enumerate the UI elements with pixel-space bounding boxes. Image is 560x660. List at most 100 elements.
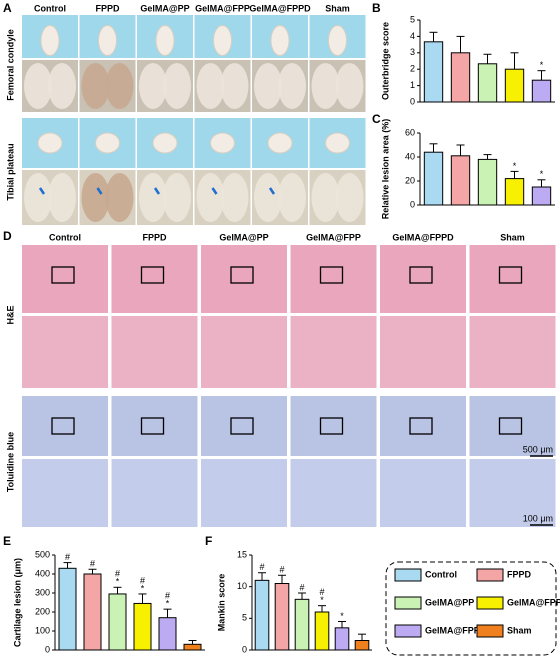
specimen	[335, 173, 364, 222]
significance-mark: #	[140, 575, 145, 585]
y-tick-label: 5	[410, 14, 415, 24]
bar	[423, 151, 444, 206]
significance-mark: #	[319, 587, 324, 597]
column-header: GelMA@FPP	[195, 3, 250, 13]
significance-mark: #	[279, 565, 284, 575]
histology	[290, 245, 377, 313]
y-tick-label: 300	[35, 587, 50, 597]
significance-mark: *	[141, 583, 145, 593]
specimen	[311, 173, 340, 222]
zoom-box	[498, 417, 523, 435]
legend-label: GelMA@FPP	[507, 597, 560, 607]
y-tick-label: 0	[410, 96, 415, 106]
significance-mark: *	[540, 60, 544, 70]
bar	[504, 178, 525, 206]
legend-swatch	[394, 624, 422, 638]
specimen	[40, 25, 60, 56]
column-header: GelMA@FPPD	[249, 3, 311, 13]
histology	[201, 459, 287, 527]
specimen	[254, 63, 282, 109]
significance-mark: *	[116, 577, 120, 587]
significance-mark: #	[90, 559, 95, 569]
bar	[334, 627, 350, 651]
legend-label: Sham	[507, 625, 532, 635]
arrow	[38, 187, 46, 195]
specimen	[48, 173, 76, 222]
zoom-box	[498, 266, 523, 284]
scale-bar-label: 100 μm	[523, 513, 553, 523]
row-label: Toluidine blue	[5, 432, 15, 492]
legend-swatch	[476, 596, 504, 610]
column-header: FPPD	[142, 232, 167, 242]
specimen	[139, 63, 167, 109]
bar	[108, 593, 127, 651]
histology	[469, 459, 556, 527]
y-axis-label: Cartilage lesion (μm)	[12, 558, 22, 647]
histology	[111, 245, 198, 313]
significance-mark: *	[320, 595, 324, 605]
significance-mark: *	[540, 169, 544, 179]
y-tick-label: 5	[242, 613, 247, 623]
zoom-box	[319, 266, 344, 284]
bar	[294, 598, 310, 651]
significance-mark: *	[340, 611, 344, 621]
y-axis-label: Mankin score	[216, 574, 226, 632]
histology	[201, 245, 287, 313]
column-header: Sham	[500, 232, 525, 242]
zoom-box	[230, 417, 254, 435]
histology	[22, 245, 108, 313]
scale-bar-label: 500 μm	[523, 444, 553, 454]
y-tick-label: 40	[405, 151, 415, 161]
specimen	[196, 63, 225, 109]
specimen	[254, 173, 282, 222]
histology	[380, 459, 466, 527]
significance-mark: *	[166, 599, 170, 609]
y-axis-label: Relative lesion area (%)	[380, 119, 390, 220]
arrow	[211, 187, 218, 195]
specimen	[325, 132, 350, 154]
panel-label: E	[3, 534, 11, 548]
y-tick-label: 200	[35, 606, 50, 616]
histology	[111, 396, 198, 456]
y-axis-label: Outerbridge score	[380, 22, 390, 100]
zoom-box	[140, 417, 165, 435]
specimen	[311, 63, 340, 109]
histology	[290, 316, 377, 388]
specimen	[163, 63, 191, 109]
column-header: GelMA@PP	[219, 232, 268, 242]
histology	[22, 396, 108, 456]
bar	[450, 155, 471, 206]
specimen	[220, 173, 249, 222]
column-header: Control	[49, 232, 81, 242]
legend-label: GelMA@PP	[425, 597, 474, 607]
histology	[22, 316, 108, 388]
panel-label: A	[3, 1, 12, 15]
legend-swatch	[394, 568, 422, 582]
significance-mark: #	[115, 569, 120, 579]
histology	[22, 459, 108, 527]
bar	[274, 583, 290, 651]
y-tick-label: 60	[405, 127, 415, 137]
panel-label: F	[205, 534, 212, 548]
histology	[469, 316, 556, 388]
arrow	[96, 187, 103, 195]
y-tick-label: 0	[45, 644, 50, 654]
legend-swatch	[394, 596, 422, 610]
specimen	[24, 63, 52, 109]
y-tick-label: 400	[35, 568, 50, 578]
zoom-box	[230, 266, 254, 284]
bar	[477, 63, 498, 103]
bar	[133, 602, 152, 651]
bar	[158, 617, 177, 651]
specimen	[328, 25, 347, 56]
zoom-box	[409, 417, 433, 435]
specimen	[270, 25, 290, 56]
y-tick-label: 10	[237, 581, 247, 591]
histology	[290, 459, 377, 527]
histology	[469, 396, 556, 456]
zoom-box	[51, 417, 75, 435]
specimen	[24, 173, 52, 222]
column-header: GelMA@PP	[140, 3, 189, 13]
histology	[201, 316, 287, 388]
